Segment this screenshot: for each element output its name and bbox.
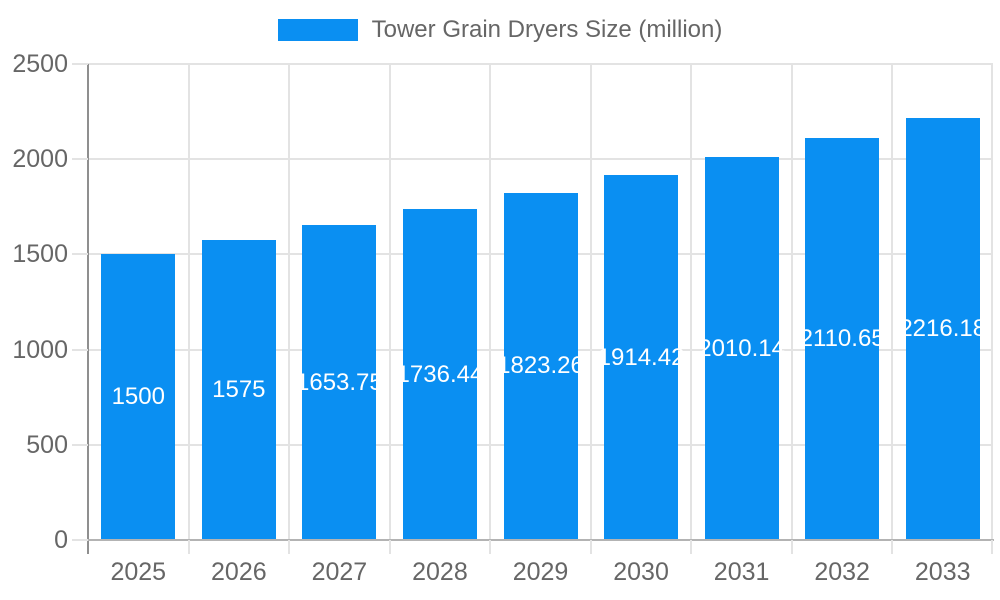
gridline-v-6: [690, 64, 692, 540]
gridline-v-8: [891, 64, 893, 540]
y-tick-label-1500: 1500: [12, 240, 68, 269]
x-tick-mark-4: [489, 540, 491, 554]
x-tick-label-2033: 2033: [914, 558, 971, 586]
bar-2029[interactable]: [504, 193, 578, 540]
y-tick-mark-2500: [72, 63, 88, 65]
y-tick-label-500: 500: [26, 430, 68, 459]
gridline-v-9: [991, 64, 993, 540]
gridline-v-5: [590, 64, 592, 540]
gridline-h-2000: [88, 158, 993, 161]
gridline-v-1: [188, 64, 190, 540]
bar-2025[interactable]: [101, 254, 175, 540]
x-tick-label-2025: 2025: [110, 558, 167, 586]
x-tick-label-2029: 2029: [512, 558, 569, 586]
x-tick-mark-2: [288, 540, 290, 554]
bar-2028[interactable]: [403, 209, 477, 540]
y-tick-label-2500: 2500: [12, 50, 68, 78]
bar-value-label-2028: 1736.44: [396, 360, 484, 388]
x-tick-label-2031: 2031: [713, 558, 770, 586]
legend-label: Tower Grain Dryers Size (million): [371, 16, 723, 43]
y-tick-mark-2000: [72, 158, 88, 161]
x-tick-label-2026: 2026: [211, 558, 267, 586]
x-axis-line: [72, 539, 994, 541]
gridline-v-4: [489, 64, 491, 540]
bar-value-label-2025: 1500: [111, 383, 165, 411]
y-axis-line: [87, 64, 89, 554]
x-tick-mark-6: [690, 540, 692, 554]
y-tick-mark-1000: [72, 348, 88, 351]
bar-value-label-2031: 2010.14: [698, 334, 785, 362]
x-tick-mark-9: [991, 540, 993, 554]
y-tick-label-1000: 1000: [12, 335, 68, 364]
bar-value-label-2027: 1653.75: [295, 368, 383, 396]
bar-2026[interactable]: [202, 240, 276, 540]
plot-area: 1500 1575 1653.75 1736.44 1823.26 1914.42 2010…: [88, 63, 993, 540]
x-tick-label-2027: 2027: [311, 558, 368, 586]
gridline-v-7: [791, 64, 793, 540]
x-tick-label-2032: 2032: [814, 558, 870, 586]
bar-value-label-2029: 1823.26: [497, 352, 584, 380]
x-tick-mark-1: [188, 540, 190, 554]
bar-value-label-2032: 2110.65: [799, 325, 885, 353]
x-tick-label-2028: 2028: [412, 558, 468, 586]
gridline-h-2500: [88, 63, 993, 65]
x-tick-mark-5: [590, 540, 592, 554]
bar-2032[interactable]: [805, 138, 879, 540]
legend-swatch: [277, 19, 358, 41]
bar-2027[interactable]: [302, 225, 376, 540]
bar-2030[interactable]: [604, 175, 678, 540]
bar-value-label-2030: 1914.42: [597, 343, 685, 371]
x-tick-mark-8: [891, 540, 893, 554]
chart-legend[interactable]: Tower Grain Dryers Size (million): [0, 16, 1000, 44]
y-tick-mark-500: [72, 443, 88, 446]
bar-value-label-2026: 1575: [212, 376, 266, 404]
y-tick-mark-1500: [72, 253, 88, 256]
gridline-v-2: [288, 64, 290, 540]
bar-2031[interactable]: [705, 157, 779, 540]
x-tick-mark-3: [389, 540, 391, 554]
bar-value-label-2033: 2216.18: [899, 315, 987, 343]
x-tick-label-2030: 2030: [613, 558, 669, 586]
bar-2033[interactable]: [906, 118, 980, 540]
y-tick-label-0: 0: [54, 526, 68, 554]
x-tick-mark-7: [791, 540, 793, 554]
y-tick-label-2000: 2000: [12, 145, 68, 174]
y-tick-mark-0: [72, 539, 88, 541]
gridline-v-3: [389, 64, 391, 540]
